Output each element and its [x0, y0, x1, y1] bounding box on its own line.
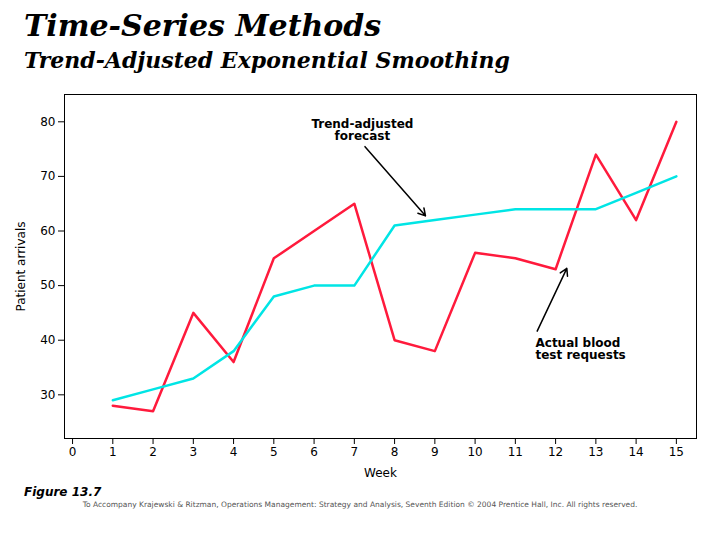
svg-text:Patient arrivals: Patient arrivals — [14, 222, 28, 312]
svg-text:0: 0 — [69, 445, 77, 459]
svg-text:30: 30 — [40, 388, 55, 402]
svg-text:15: 15 — [669, 445, 684, 459]
svg-text:12: 12 — [548, 445, 563, 459]
html-text:Figure 13.7: Figure 13.7 — [24, 485, 102, 499]
svg-text:70: 70 — [40, 169, 55, 183]
svg-text:Week: Week — [364, 466, 397, 480]
svg-text:8: 8 — [391, 445, 399, 459]
svg-text:3: 3 — [189, 445, 197, 459]
svg-text:1: 1 — [109, 445, 117, 459]
svg-text:6: 6 — [310, 445, 318, 459]
svg-text:13: 13 — [588, 445, 603, 459]
svg-text:2: 2 — [149, 445, 157, 459]
html-text:To Accompany Krajewski & Ritzm: To Accompany Krajewski & Ritzman, Operat… — [82, 500, 638, 509]
svg-text:11: 11 — [508, 445, 523, 459]
svg-text:50: 50 — [40, 278, 55, 292]
html-text:Time-Series Methods: Time-Series Methods — [24, 8, 382, 43]
svg-text:5: 5 — [270, 445, 278, 459]
svg-text:Actual bloodtest requests: Actual bloodtest requests — [535, 336, 625, 362]
svg-text:9: 9 — [431, 445, 439, 459]
svg-text:60: 60 — [40, 224, 55, 238]
svg-text:4: 4 — [230, 445, 238, 459]
svg-text:14: 14 — [628, 445, 643, 459]
html-text:Trend-Adjusted Exponential Smo: Trend-Adjusted Exponential Smoothing — [24, 47, 510, 73]
svg-text:80: 80 — [40, 115, 55, 129]
svg-text:Trend-adjustedforecast: Trend-adjustedforecast — [311, 117, 413, 143]
svg-text:40: 40 — [40, 333, 55, 347]
svg-text:7: 7 — [351, 445, 359, 459]
svg-text:10: 10 — [467, 445, 482, 459]
